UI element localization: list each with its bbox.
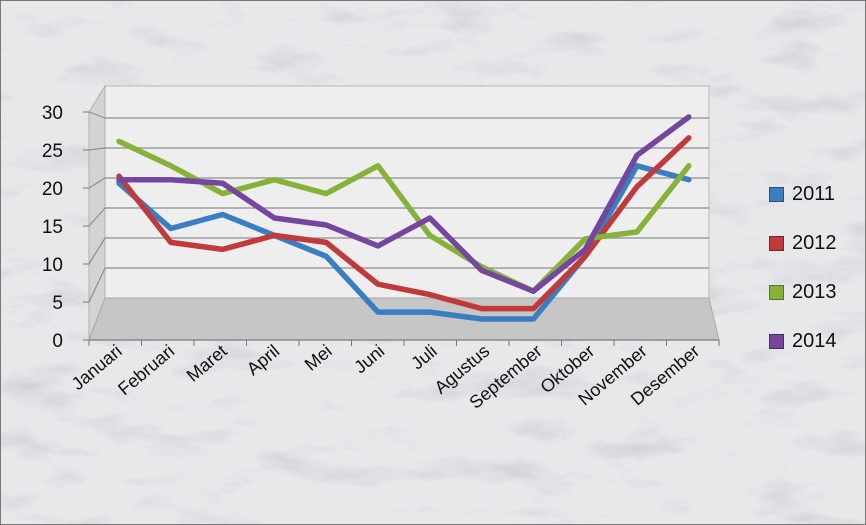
legend-swatch	[769, 284, 784, 300]
legend-swatch	[769, 186, 784, 202]
gridline-side	[88, 237, 106, 265]
gridline-side	[88, 207, 106, 227]
series-line-2014	[116, 114, 692, 294]
chart-legend: 2011 2012 2013 2014	[769, 182, 865, 378]
legend-label: 2014	[792, 329, 837, 352]
legend-label: 2013	[792, 280, 837, 303]
y-tick-label: 30	[42, 103, 63, 124]
y-tick-label: 25	[42, 141, 63, 162]
legend-swatch	[769, 235, 784, 251]
y-tick-label: 15	[42, 217, 63, 238]
legend-label: 2011	[792, 182, 836, 205]
gridline-side	[88, 177, 106, 189]
series-line-2012	[116, 135, 692, 312]
legend-item-2013: 2013	[769, 280, 865, 304]
x-tick-label: Mei	[301, 341, 336, 375]
x-tick-label: Maret	[183, 341, 231, 386]
y-tick-label: 20	[42, 179, 63, 200]
y-tick-label: 5	[52, 293, 63, 314]
gridline-side	[88, 111, 106, 119]
plot-floor	[88, 297, 720, 341]
legend-swatch	[769, 333, 784, 349]
legend-item-2014: 2014	[769, 329, 865, 353]
legend-label: 2012	[792, 231, 837, 254]
gridline-side	[88, 147, 106, 151]
y-tick-label: 0	[52, 331, 63, 352]
x-tick-label: Juni	[350, 341, 388, 378]
x-tick-label: Februari	[114, 341, 178, 399]
legend-item-2011: 2011	[769, 182, 865, 206]
x-tick-label: April	[243, 341, 283, 379]
legend-item-2012: 2012	[769, 231, 865, 255]
y-tick-label: 10	[42, 255, 63, 276]
plot-side-wall	[88, 84, 106, 341]
gridline-side	[88, 267, 106, 303]
x-tick-label: Juli	[407, 341, 441, 374]
